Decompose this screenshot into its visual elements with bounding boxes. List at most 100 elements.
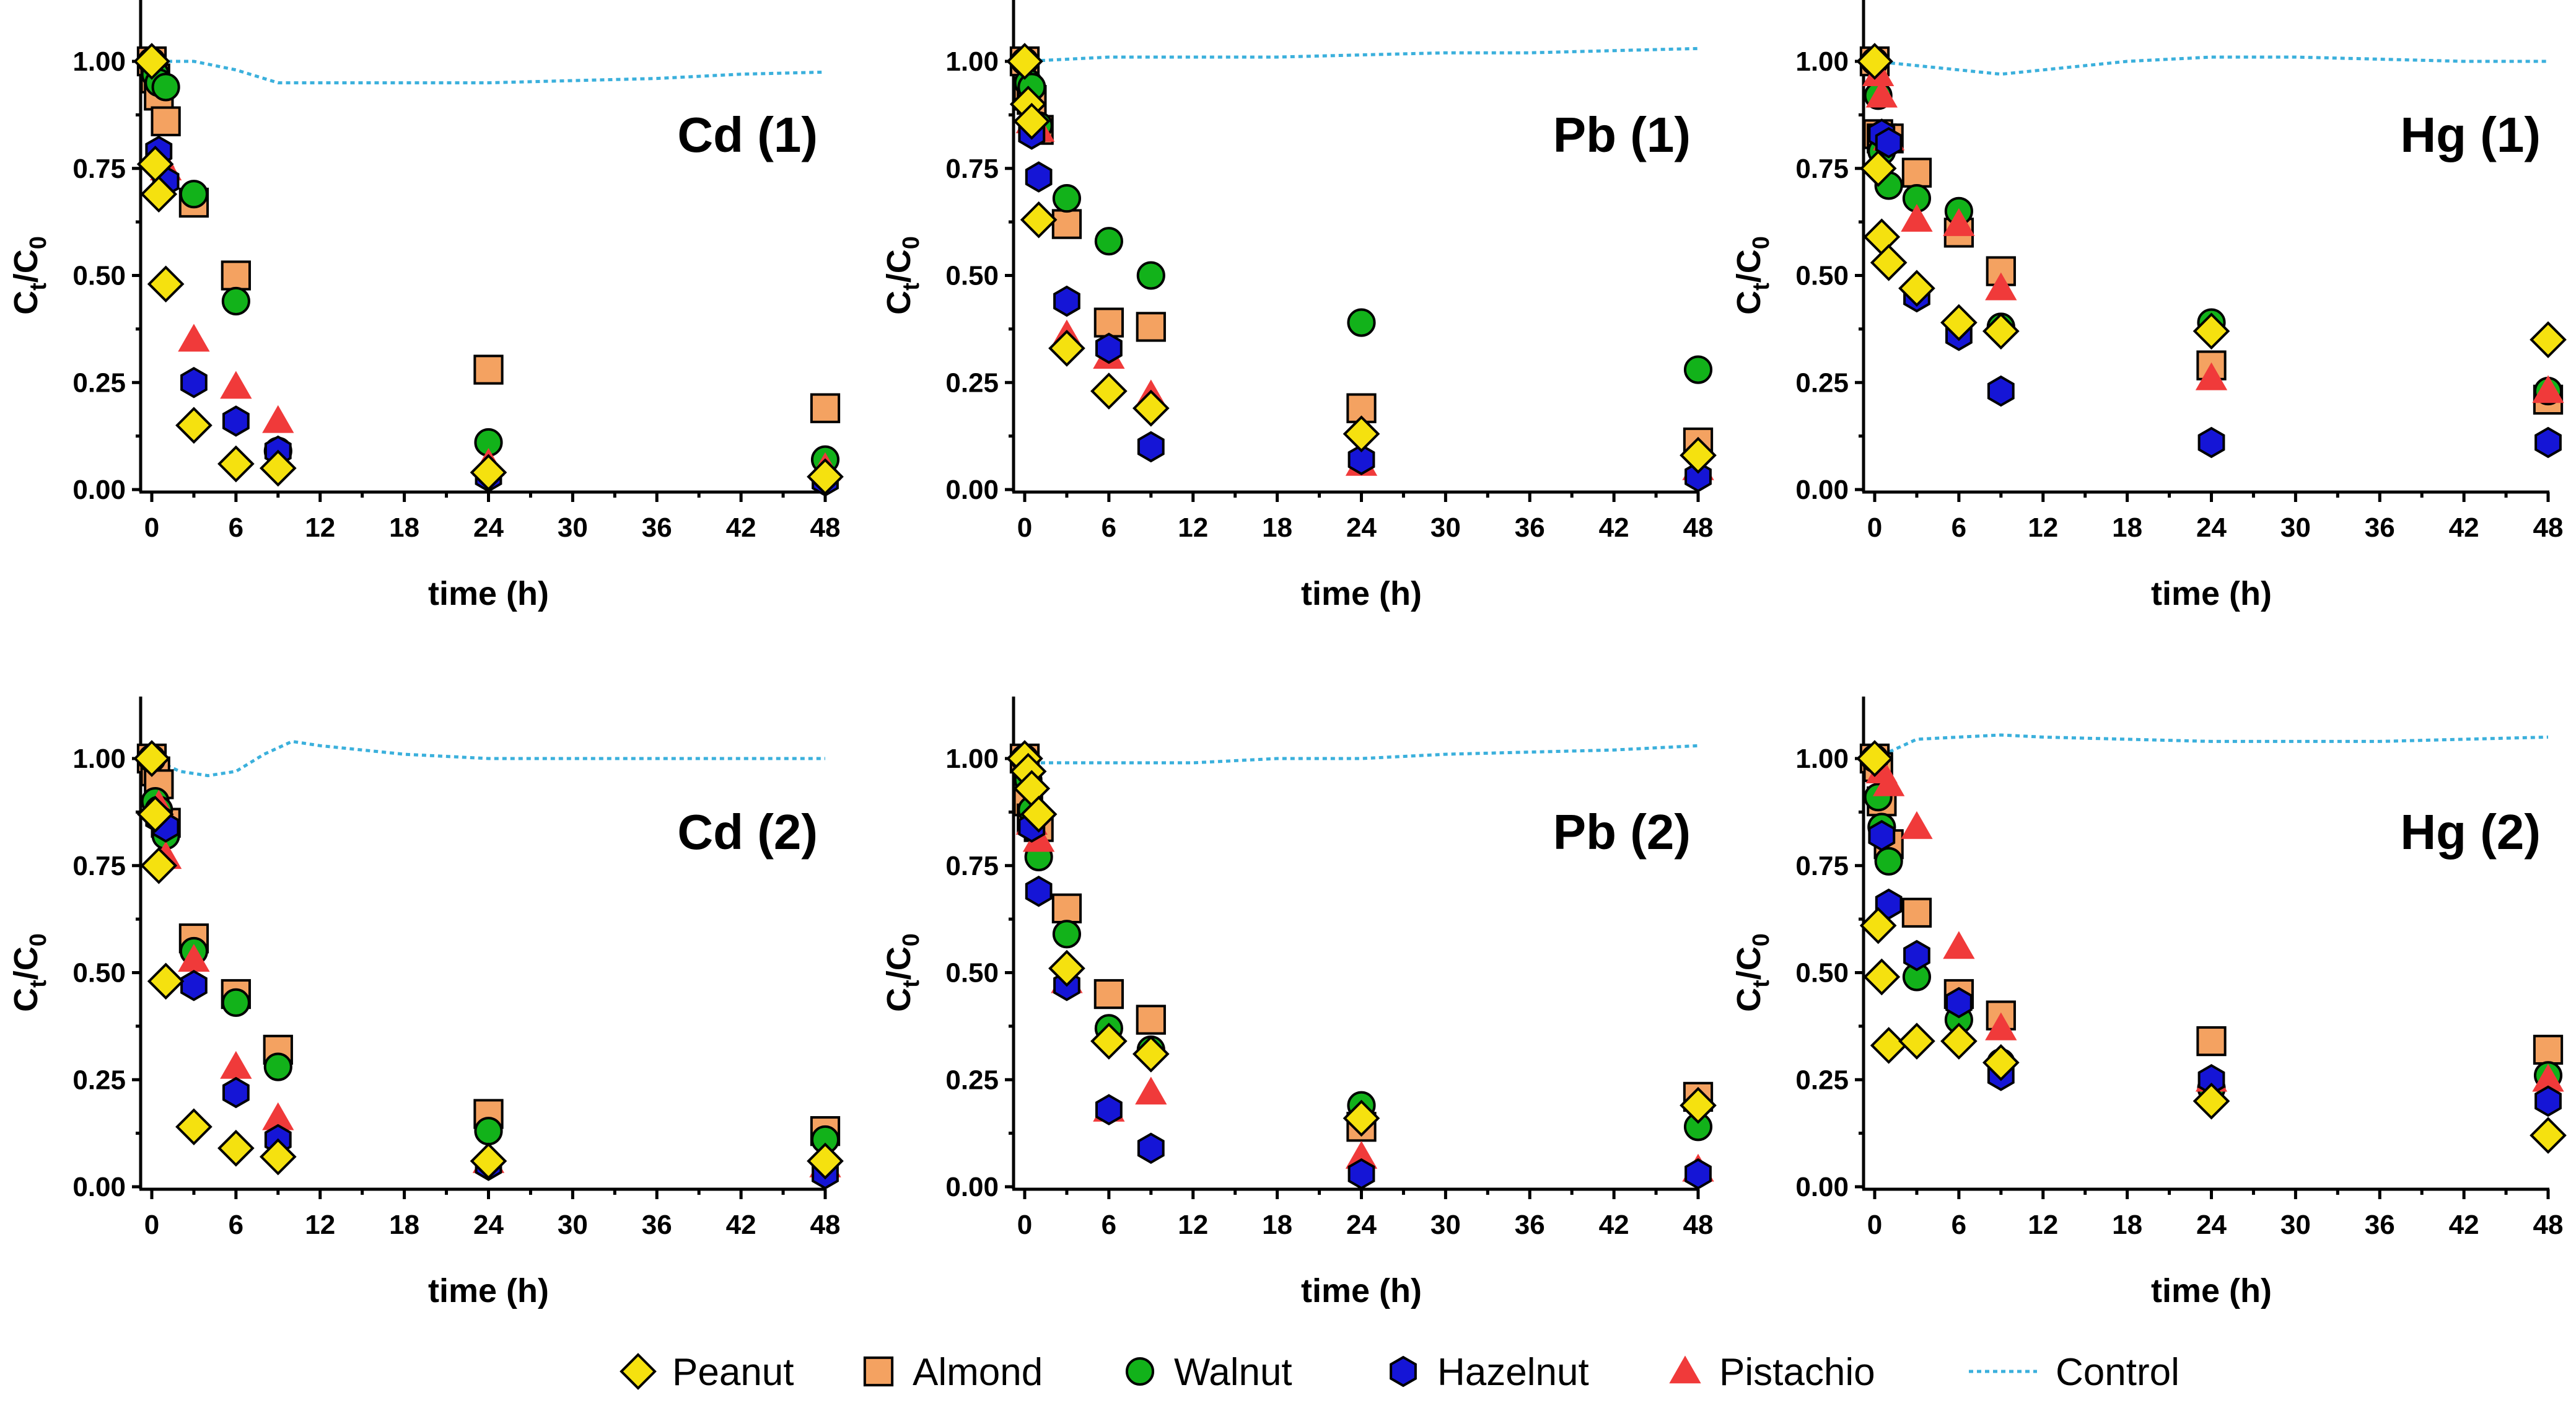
y-tick-label: 0.25 bbox=[72, 1065, 126, 1095]
pistachio-point bbox=[220, 371, 252, 399]
y-axis-title: Ct/C0 bbox=[7, 236, 51, 315]
y-axis-title-main: C bbox=[7, 291, 45, 315]
y-tick-label: 0.75 bbox=[1795, 154, 1849, 184]
peanut-point bbox=[140, 175, 178, 213]
peanut-point bbox=[1680, 436, 1717, 474]
peanut-point bbox=[1048, 330, 1085, 367]
control-series-line bbox=[151, 739, 825, 778]
peanut-point bbox=[470, 1142, 507, 1180]
legend-label: Walnut bbox=[1174, 1351, 1292, 1394]
peanut-point bbox=[470, 454, 507, 491]
control-series-line bbox=[1874, 55, 2548, 76]
y-axis-title-mid: /C bbox=[7, 249, 45, 283]
peanut-point bbox=[133, 740, 170, 777]
peanut-point bbox=[1048, 949, 1085, 987]
hazelnut-point bbox=[1025, 161, 1053, 193]
peanut-point bbox=[140, 847, 178, 884]
peanut-point bbox=[1090, 372, 1128, 410]
y-tick-label: 0.25 bbox=[945, 367, 999, 398]
almond-point bbox=[1051, 209, 1082, 239]
y-tick-label: 0.00 bbox=[945, 1172, 999, 1202]
legend-label: Pistachio bbox=[1719, 1351, 1875, 1394]
legend-item-almond: Almond bbox=[863, 1351, 1043, 1394]
x-tick-label: 0 bbox=[1017, 513, 1032, 543]
walnut-point bbox=[1347, 308, 1376, 337]
y-tick-label: 0.25 bbox=[945, 1065, 999, 1095]
x-tick-label: 24 bbox=[2196, 513, 2227, 543]
pistachio-point bbox=[178, 323, 210, 352]
x-tick-label: 36 bbox=[642, 1210, 672, 1240]
x-tick-label: 30 bbox=[1430, 513, 1461, 543]
pistachio-point bbox=[262, 405, 294, 433]
peanut-point bbox=[259, 1138, 297, 1176]
y-tick-label: 0.25 bbox=[1795, 1065, 1849, 1095]
series-peanut bbox=[133, 43, 844, 496]
peanut-point bbox=[1132, 389, 1170, 427]
x-axis-title: time (h) bbox=[428, 1272, 549, 1309]
y-tick-label: 0.25 bbox=[1795, 367, 1849, 398]
pistachio-point bbox=[1985, 272, 2017, 301]
x-tick-label: 48 bbox=[1683, 1210, 1714, 1240]
peanut-point bbox=[136, 796, 174, 833]
hazelnut-point bbox=[1025, 875, 1053, 907]
hazelnut-point bbox=[1875, 126, 1903, 159]
y-axis-title-mid: /C bbox=[880, 946, 918, 980]
x-tick-label: 12 bbox=[2028, 1210, 2058, 1240]
legend-marker bbox=[863, 1356, 894, 1387]
x-tick-label: 42 bbox=[1599, 513, 1629, 543]
legend-marker bbox=[1125, 1357, 1155, 1386]
y-axis-title-main: C bbox=[7, 988, 45, 1012]
legend-label: Control bbox=[2056, 1351, 2180, 1394]
y-axis-title-main: C bbox=[1730, 988, 1768, 1012]
legend-item-control: Control bbox=[1969, 1351, 2180, 1394]
y-axis-title-sub: t bbox=[25, 283, 51, 291]
x-tick-label: 42 bbox=[2449, 513, 2479, 543]
legend-label: Hazelnut bbox=[1437, 1351, 1589, 1394]
x-axis-title: time (h) bbox=[428, 575, 549, 612]
x-tick-label: 12 bbox=[1178, 513, 1208, 543]
x-tick-label: 12 bbox=[305, 1210, 335, 1240]
x-tick-label: 0 bbox=[144, 513, 159, 543]
pistachio-point bbox=[220, 1050, 252, 1079]
almond-point bbox=[1136, 1005, 1166, 1035]
peanut-point bbox=[1859, 907, 1897, 944]
y-tick-label: 0.00 bbox=[945, 475, 999, 505]
peanut-point bbox=[2530, 321, 2567, 358]
almond-point bbox=[151, 106, 181, 136]
x-axis-title: time (h) bbox=[1301, 575, 1422, 612]
peanut-point bbox=[1343, 1099, 1380, 1137]
chart-panel: 0.00 0.25 0.50 0.75 1.00 0 6 12 18 24 30 36 42 48 time… bbox=[1730, 697, 2567, 1309]
legend-marker bbox=[1390, 1355, 1417, 1388]
hazelnut-point bbox=[2534, 1085, 2562, 1117]
hazelnut-point bbox=[1347, 444, 1375, 475]
walnut-point bbox=[1874, 847, 1903, 876]
x-tick-label: 48 bbox=[2533, 513, 2564, 543]
y-tick-label: 1.00 bbox=[1795, 744, 1849, 774]
peanut-point bbox=[1982, 312, 2020, 350]
y-tick-label: 0.50 bbox=[945, 261, 999, 291]
almond-point bbox=[1901, 897, 1932, 928]
y-axis-title-sub: t bbox=[1748, 980, 1774, 988]
walnut-point bbox=[1136, 261, 1165, 290]
peanut-point bbox=[2193, 1082, 2230, 1120]
series-hazelnut bbox=[1868, 820, 2562, 1117]
series-peanut bbox=[1856, 740, 2567, 1154]
y-axis-title-sub: 0 bbox=[1748, 933, 1774, 946]
hazelnut-point bbox=[1945, 987, 1973, 1019]
peanut-point bbox=[1898, 270, 1935, 307]
legend-marker bbox=[1669, 1355, 1701, 1384]
x-tick-label: 42 bbox=[726, 513, 756, 543]
x-tick-label: 0 bbox=[1867, 1210, 1882, 1240]
x-tick-label: 48 bbox=[1683, 513, 1714, 543]
pistachio-point bbox=[2532, 1063, 2564, 1092]
series-peanut bbox=[133, 740, 844, 1180]
control-series-line bbox=[152, 59, 826, 85]
peanut-point bbox=[175, 1108, 212, 1146]
y-axis-title: Ct/C0 bbox=[880, 933, 924, 1012]
control-series-line bbox=[1025, 744, 1699, 765]
peanut-point bbox=[1132, 1035, 1170, 1073]
y-tick-label: 1.00 bbox=[945, 744, 999, 774]
peanut-point bbox=[1870, 1027, 1908, 1064]
pistachio-point bbox=[1901, 811, 1933, 839]
chart-panel: 0.00 0.25 0.50 0.75 1.00 0 6 12 18 24 30 36 42 48 time… bbox=[1730, 0, 2567, 612]
